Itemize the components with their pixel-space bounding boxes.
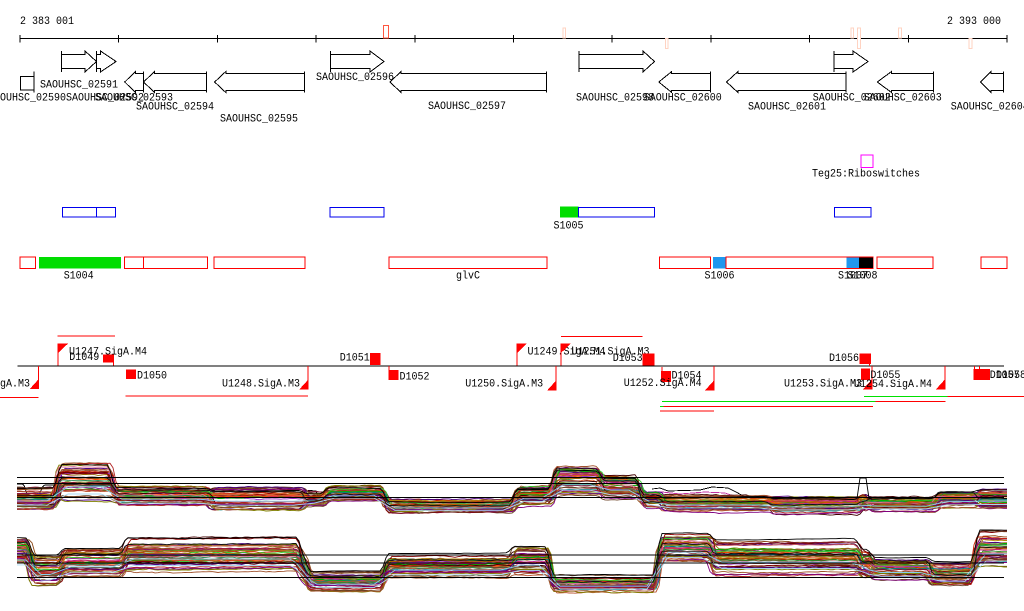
svg-text:SAOUHSC_02598: SAOUHSC_02598: [576, 92, 654, 104]
svg-text:2 393 000: 2 393 000: [947, 16, 1001, 28]
svg-text:SAOUHSC_02604: SAOUHSC_02604: [951, 102, 1024, 114]
svg-text:U1252.SigA.M4: U1252.SigA.M4: [624, 378, 702, 390]
svg-text:D1055: D1055: [870, 370, 900, 382]
svg-text:S1007: S1007: [838, 271, 868, 283]
svg-text:SAOUHSC_02603: SAOUHSC_02603: [864, 93, 942, 105]
svg-text:S1006: S1006: [705, 271, 735, 283]
svg-text:S1008: S1008: [848, 271, 878, 283]
svg-text:D1050: D1050: [137, 370, 167, 382]
svg-text:SAOUHSC_02593: SAOUHSC_02593: [95, 92, 173, 104]
svg-text:SAOUHSC_02594: SAOUHSC_02594: [136, 102, 214, 114]
svg-text:SAOUHSC_02601: SAOUHSC_02601: [748, 102, 826, 114]
svg-text:glvC: glvC: [456, 271, 480, 283]
svg-text:D1053: D1053: [613, 353, 643, 365]
svg-text:D1058: D1058: [996, 370, 1024, 382]
svg-text:D1049: D1049: [69, 352, 99, 364]
svg-text:D1056: D1056: [829, 353, 859, 365]
svg-text:U1248.SigA.M3: U1248.SigA.M3: [222, 379, 300, 391]
svg-text:U1249.SigA.M4: U1249.SigA.M4: [528, 346, 606, 358]
svg-text:SAOUHSC_02602: SAOUHSC_02602: [813, 93, 891, 105]
svg-text:U1247.SigA.M4: U1247.SigA.M4: [69, 346, 147, 358]
svg-text:SAOUHSC_02597: SAOUHSC_02597: [428, 101, 506, 113]
svg-text:U1246.SigA.M3: U1246.SigA.M3: [0, 379, 30, 391]
svg-text:U1250.SigA.M3: U1250.SigA.M3: [465, 378, 543, 390]
svg-text:SAOUHSC_02590: SAOUHSC_02590: [0, 92, 66, 104]
svg-text:U1251.SigA.M3: U1251.SigA.M3: [572, 346, 650, 358]
svg-text:S1005: S1005: [554, 221, 584, 233]
svg-text:S1004: S1004: [64, 271, 94, 283]
svg-text:2 383 001: 2 383 001: [20, 16, 74, 28]
svg-text:D1057: D1057: [990, 370, 1020, 382]
svg-text:SAOUHSC_02600: SAOUHSC_02600: [644, 92, 722, 104]
svg-text:SAOUHSC_02591: SAOUHSC_02591: [40, 80, 118, 92]
svg-text:SAOUHSC_02595: SAOUHSC_02595: [220, 113, 298, 125]
svg-text:U1254.SigA.M4: U1254.SigA.M4: [854, 379, 932, 391]
svg-text:D1051: D1051: [340, 353, 370, 365]
svg-text:Teg25:Riboswitches: Teg25:Riboswitches: [812, 169, 920, 181]
svg-text:D1052: D1052: [400, 371, 430, 383]
svg-text:SAOUHSC_02592: SAOUHSC_02592: [66, 92, 144, 104]
svg-text:SAOUHSC_02596: SAOUHSC_02596: [316, 72, 394, 84]
svg-text:D1054: D1054: [672, 371, 702, 383]
svg-text:U1253.SigA.M3: U1253.SigA.M3: [784, 379, 862, 391]
